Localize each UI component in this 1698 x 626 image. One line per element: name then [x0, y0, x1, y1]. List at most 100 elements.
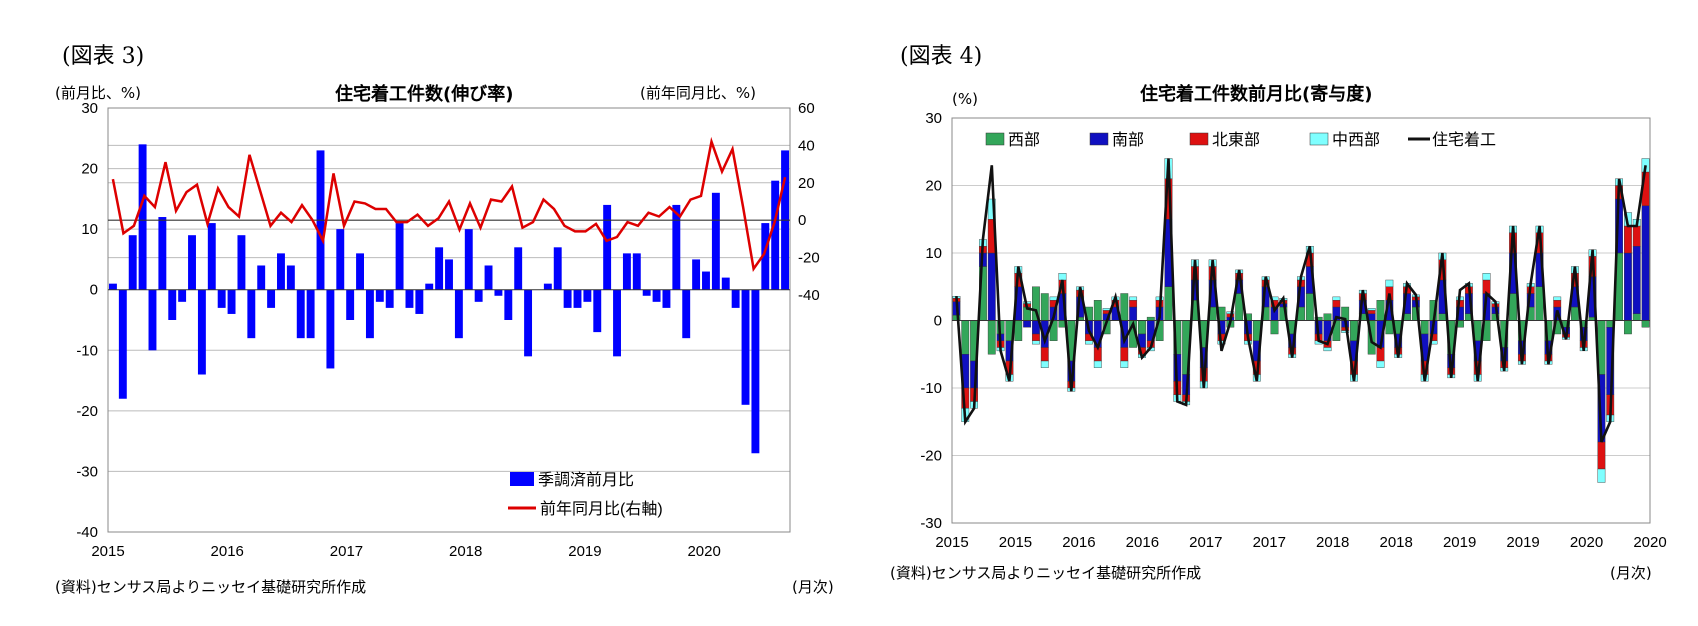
legend-label-line: 前年同月比(右軸)	[540, 500, 663, 518]
stacked-bar-segment	[1376, 300, 1385, 321]
stacked-bar-segment	[987, 320, 996, 355]
bar	[257, 265, 266, 290]
x-tick-label: 2017	[1189, 534, 1222, 551]
bar	[454, 289, 463, 339]
bar	[642, 289, 651, 296]
stacked-bar-segment	[1120, 347, 1129, 362]
stacked-bar-segment	[1641, 205, 1650, 321]
bar	[108, 283, 117, 290]
stacked-bar-segment	[1341, 330, 1350, 333]
bar	[613, 289, 621, 357]
bar	[306, 289, 315, 339]
bar	[277, 253, 285, 290]
bar	[435, 247, 444, 290]
y-right-tick-label: 20	[798, 175, 815, 192]
chart-title: 住宅着工件数(伸び率)	[335, 84, 514, 105]
stacked-bar-segment	[1032, 333, 1040, 341]
bar	[731, 289, 740, 308]
bar	[474, 289, 483, 302]
x-tick-label: 2020	[1633, 534, 1666, 551]
y-left-tick-label: 0	[90, 282, 98, 299]
x-tick-label: 2015	[999, 534, 1032, 551]
legend-label: 南部	[1112, 131, 1144, 149]
stacked-bar-segment	[1146, 316, 1155, 321]
stacked-bar-segment	[1473, 320, 1482, 341]
bar	[563, 289, 572, 308]
y-left-tick-label: 20	[81, 161, 98, 178]
y-right-tick-label: -20	[798, 250, 820, 267]
bar	[583, 289, 592, 302]
x-tick-label: 2020	[687, 543, 720, 560]
y-tick-label: -10	[920, 380, 942, 397]
stacked-bar-segment	[1632, 246, 1641, 314]
stacked-bar-segment	[987, 252, 996, 321]
bar	[405, 289, 414, 308]
bar	[286, 265, 295, 290]
chart-plot-fig4: 30 20 10 0 -10 -20 -30 2015 2015 2016 2016 2017 2017…	[920, 110, 1666, 551]
stacked-bar-segment	[1129, 296, 1138, 301]
bar	[336, 229, 345, 290]
stacked-bar-segment	[1385, 279, 1394, 287]
stacked-bar-segment	[1385, 320, 1394, 335]
x-tick-label: 2018	[449, 543, 482, 560]
bar	[593, 289, 602, 333]
legend-label: 住宅着工	[1432, 131, 1496, 149]
stacked-bar-segment	[1332, 300, 1341, 308]
chart-panel-fig3: (図表 3) (前月比、%) 住宅着工件数(伸び率) (前年同月比、%) 30 2…	[55, 44, 834, 596]
bar	[217, 289, 226, 308]
y-right-tick-label: 60	[798, 100, 815, 117]
bar	[692, 259, 701, 290]
figure-label: (図表 3)	[62, 44, 145, 69]
y-left-tick-label: -20	[76, 403, 98, 420]
y-left-tick-label: -10	[76, 342, 98, 359]
left-axis-unit: (前月比、%)	[55, 84, 141, 102]
stacked-bar-segment	[961, 320, 970, 355]
x-tick-label: 2016	[1126, 534, 1159, 551]
legend-swatch-bar	[510, 472, 534, 486]
bar	[721, 277, 730, 290]
stacked-bar-segment	[1023, 320, 1032, 328]
bar	[178, 289, 187, 302]
stacked-bar-segment	[1482, 273, 1491, 281]
y-tick-label: 20	[925, 178, 942, 195]
stacked-bar-segment	[1164, 286, 1173, 321]
x-tick-label: 2016	[1062, 534, 1095, 551]
bar	[227, 289, 236, 314]
stacked-bar-segment	[1040, 360, 1049, 368]
stacked-bar-segment	[1323, 347, 1332, 352]
source-note: (資料)センサス局よりニッセイ基礎研究所作成	[890, 564, 1202, 582]
legend-swatch	[1309, 132, 1329, 146]
bar	[751, 289, 760, 454]
bar	[425, 283, 434, 290]
stacked-bar-segment	[1553, 300, 1562, 308]
x-tick-label: 2019	[1443, 534, 1476, 551]
bar	[188, 235, 196, 290]
stacked-bar-segment	[1085, 340, 1093, 345]
stacked-bar-segment	[1632, 225, 1641, 247]
stacked-bar-segment	[1509, 293, 1517, 321]
stacked-bar-segment	[1323, 313, 1332, 321]
bar	[504, 289, 513, 320]
stacked-bar-segment	[1129, 306, 1138, 321]
stacked-bar-segment	[1597, 441, 1606, 470]
bar	[356, 253, 364, 290]
stacked-bar-segment	[987, 198, 996, 220]
stacked-bar-segment	[1040, 293, 1049, 321]
stacked-bar-segment	[1093, 360, 1102, 368]
y-tick-label: 0	[934, 313, 942, 330]
stacked-bar-segment	[1553, 296, 1562, 301]
bar	[702, 271, 710, 290]
stacked-bar-segment	[1120, 293, 1129, 321]
bar	[682, 289, 691, 339]
bar	[622, 253, 631, 290]
bar	[158, 217, 167, 290]
series-line-total	[955, 158, 1647, 443]
legend-label-bar: 季調済前月比	[538, 471, 634, 489]
chart-plot-fig3: 30 20 10 0 -10 -20 -30 -40 60 40 20 0 -20 -40 2015 2016…	[76, 100, 820, 560]
bar	[296, 289, 305, 339]
bar	[267, 289, 276, 308]
bar	[464, 229, 473, 290]
bar	[118, 289, 127, 399]
bar	[524, 289, 533, 357]
y-tick-label: -30	[920, 515, 942, 532]
